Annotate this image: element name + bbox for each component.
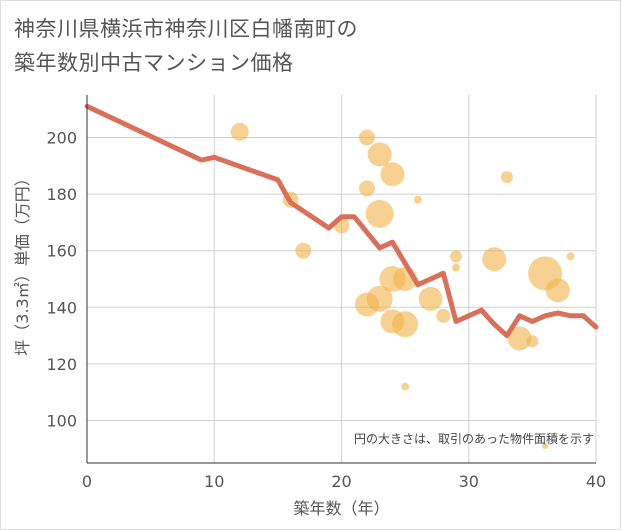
y-tick-label-0: 100 xyxy=(46,412,77,431)
axes xyxy=(86,95,596,464)
y-axis-label: 坪（3.3㎡）単価（万円） xyxy=(13,170,32,355)
bubble-point-4 xyxy=(358,129,375,146)
x-axis-label: 築年数（年） xyxy=(293,499,389,518)
x-tick-label-3: 30 xyxy=(459,472,479,491)
bubble-point-7 xyxy=(367,142,392,167)
y-tick-label-4: 180 xyxy=(46,185,77,204)
x-tick-label-0: 0 xyxy=(82,472,92,491)
chart-title: 神奈川県横浜市神奈川区白幡南町の 築年数別中古マンション価格 xyxy=(14,12,358,80)
bubble-point-23 xyxy=(507,326,532,351)
bubble-point-9 xyxy=(366,285,393,312)
trend-line xyxy=(84,103,599,339)
bubble-series xyxy=(230,122,575,450)
bubble-point-20 xyxy=(452,263,461,272)
bubble-point-18 xyxy=(436,308,451,323)
chart-title-line-2: 築年数別中古マンション価格 xyxy=(14,51,294,75)
bubble-point-28 xyxy=(542,443,549,450)
y-tick-label-5: 200 xyxy=(46,128,77,147)
bubble-point-21 xyxy=(482,247,507,272)
bubble-point-26 xyxy=(545,278,570,303)
x-tick-label-1: 10 xyxy=(204,472,224,491)
bubble-point-2 xyxy=(295,242,312,259)
bubble-point-0 xyxy=(230,122,249,141)
x-tick-label-2: 20 xyxy=(331,472,351,491)
bubble-point-5 xyxy=(358,180,375,197)
tick-labels: 0 10 20 30 40 100 120 140 160 180 200 xyxy=(46,128,606,491)
y-tick-label-1: 120 xyxy=(46,355,77,374)
gridlines xyxy=(87,95,597,463)
y-tick-label-3: 160 xyxy=(46,242,77,261)
bubble-point-14 xyxy=(392,311,419,338)
bubble-point-22 xyxy=(500,171,513,184)
y-tick-label-2: 140 xyxy=(46,298,77,317)
bubble-point-8 xyxy=(365,199,394,228)
bubble-point-27 xyxy=(566,252,575,261)
x-tick-label-4: 40 xyxy=(586,472,606,491)
bubble-point-15 xyxy=(401,382,410,391)
trend-series xyxy=(84,103,599,339)
bubble-point-17 xyxy=(418,286,443,311)
chart-title-line-1: 神奈川県横浜市神奈川区白幡南町の xyxy=(14,17,358,41)
bubble-point-24 xyxy=(526,335,539,348)
bubble-point-10 xyxy=(380,162,405,187)
bubble-point-19 xyxy=(450,250,463,263)
bubble-point-16 xyxy=(413,195,422,204)
size-legend-note: 円の大きさは、取引のあった物件面積を示す xyxy=(354,431,594,446)
